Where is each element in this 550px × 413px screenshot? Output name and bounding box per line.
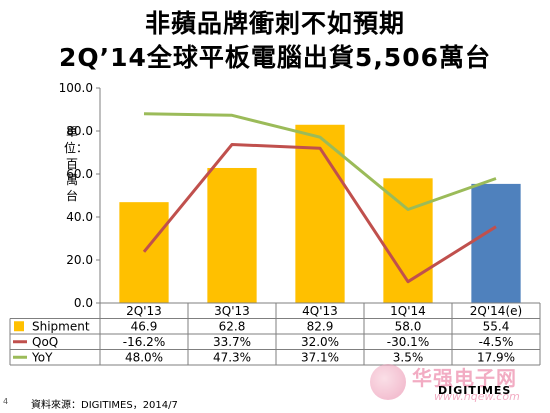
qoq-data-label: 32.0% xyxy=(301,335,339,349)
qoq-data-label: 33.7% xyxy=(213,335,251,349)
x-category-label: 1Q'14 xyxy=(390,304,426,318)
x-category-label: 3Q'13 xyxy=(214,304,250,318)
shipment-legend-swatch xyxy=(14,321,24,332)
yoy-data-label: 3.5% xyxy=(393,350,424,364)
shipment-data-label: 55.4 xyxy=(483,319,510,333)
shipment-data-label: 82.9 xyxy=(307,319,334,333)
shipment-data-label: 58.0 xyxy=(395,319,422,333)
shipment-bar xyxy=(119,202,169,303)
qoq-data-label: -16.2% xyxy=(123,335,165,349)
watermark-url: www.hqew.com xyxy=(434,390,520,403)
yoy-line xyxy=(143,112,497,211)
y-tick-label: 20.0 xyxy=(66,253,93,267)
watermark-logo-icon xyxy=(370,364,406,400)
y-tick-label: 60.0 xyxy=(66,167,93,181)
yoy-data-label: 47.3% xyxy=(213,350,251,364)
x-category-label: 2Q'14(e) xyxy=(470,304,522,318)
qoq-data-label: -4.5% xyxy=(479,335,514,349)
shipment-data-label: 62.8 xyxy=(219,319,246,333)
qoq-line xyxy=(142,143,497,284)
shipment-bar xyxy=(207,167,257,303)
shipment-bar xyxy=(295,124,345,303)
y-axis-unit-label: 單位：百萬台 xyxy=(64,125,89,203)
yoy-data-label: 37.1% xyxy=(301,350,339,364)
source-note: 資料來源：DIGITIMES，2014/7 xyxy=(31,400,178,411)
x-category-label: 4Q'13 xyxy=(302,304,338,318)
shipment-data-label: 46.9 xyxy=(131,319,158,333)
y-tick-label: 100.0 xyxy=(59,81,93,95)
y-tick-label: 40.0 xyxy=(66,210,93,224)
chart-subtitle: 2Q’14全球平板電腦出貨5,506萬台 xyxy=(58,43,491,72)
y-tick-label: 0.0 xyxy=(74,296,93,310)
brand-logo: DIGITIMES xyxy=(438,384,512,397)
y-tick-label: 80.0 xyxy=(66,124,93,138)
watermark-text: 华强电子网 xyxy=(412,366,517,390)
yoy-data-label: 48.0% xyxy=(125,350,163,364)
watermark: 华强电子网 www.hqew.com xyxy=(370,360,546,412)
yoy-data-label: 17.9% xyxy=(477,350,515,364)
yoy-legend-label: YoY xyxy=(31,350,53,364)
x-category-label: 2Q'13 xyxy=(126,304,162,318)
page-number: 4 xyxy=(3,397,9,406)
qoq-data-label: -30.1% xyxy=(387,335,429,349)
qoq-legend-label: QoQ xyxy=(32,335,58,349)
chart-title: 非蘋品牌衝刺不如預期 xyxy=(144,9,405,38)
shipment-bar xyxy=(471,183,521,303)
shipment-legend-label: Shipment xyxy=(32,319,90,333)
